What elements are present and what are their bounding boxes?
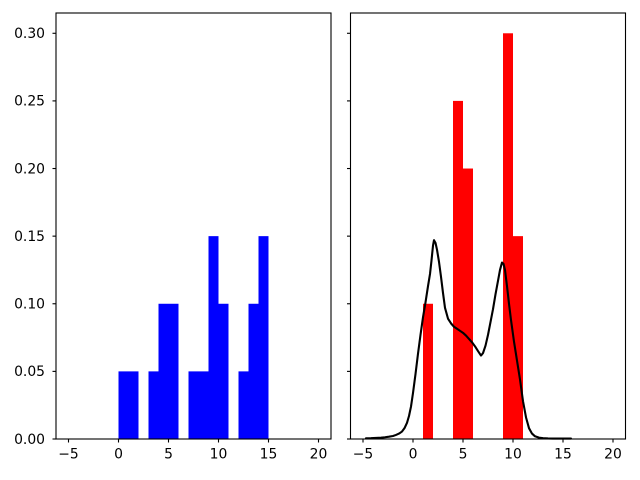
x-tick-label: 10 bbox=[504, 447, 522, 463]
left-x-axis: −5 0 5 10 15 20 bbox=[58, 439, 327, 463]
right-histogram-bars bbox=[423, 33, 523, 440]
x-tick-label: 5 bbox=[164, 447, 173, 463]
y-tick-label: 0.20 bbox=[14, 161, 45, 177]
x-tick-label: 10 bbox=[210, 447, 228, 463]
y-tick-label: 0.15 bbox=[14, 229, 45, 245]
y-tick-label: 0.30 bbox=[14, 26, 45, 42]
histogram-bar bbox=[218, 303, 229, 439]
histogram-bar bbox=[118, 371, 129, 439]
histogram-bar bbox=[238, 371, 249, 439]
histogram-bar bbox=[248, 303, 259, 439]
right-axes-frame bbox=[349, 12, 627, 440]
left-axes-frame bbox=[55, 12, 332, 440]
left-y-axis: 0.00 0.05 0.10 0.15 0.20 0.25 0.30 bbox=[14, 26, 56, 448]
histogram-bar bbox=[198, 371, 209, 439]
histogram-bar bbox=[188, 371, 199, 439]
histogram-bar bbox=[158, 303, 169, 439]
y-tick-label: 0.25 bbox=[14, 94, 45, 110]
y-tick-label: 0.10 bbox=[14, 297, 45, 313]
x-tick-label: 20 bbox=[310, 447, 328, 463]
x-tick-label: 0 bbox=[114, 447, 123, 463]
right-x-axis: −5 0 5 10 15 20 bbox=[353, 439, 622, 463]
y-tick-label: 0.05 bbox=[14, 364, 45, 380]
x-tick-label: −5 bbox=[58, 447, 78, 463]
histogram-bar bbox=[463, 168, 473, 439]
x-tick-label: 15 bbox=[260, 447, 278, 463]
x-tick-label: 5 bbox=[459, 447, 468, 463]
y-tick-label: 0.00 bbox=[14, 432, 45, 448]
right-axes: −5 0 5 10 15 20 bbox=[347, 12, 627, 463]
kde-density-curve bbox=[364, 239, 573, 440]
histogram-bar bbox=[453, 100, 463, 440]
histogram-bar bbox=[168, 303, 179, 439]
histogram-bar bbox=[208, 236, 219, 439]
x-tick-label: 0 bbox=[409, 447, 418, 463]
left-histogram-bars bbox=[118, 236, 269, 439]
x-tick-label: −5 bbox=[353, 447, 373, 463]
x-tick-label: 20 bbox=[604, 447, 622, 463]
right-y-axis bbox=[347, 32, 351, 440]
left-axes: −5 0 5 10 15 20 0.00 0.05 0.10 0.15 0.20 0.25 0.30 bbox=[14, 12, 332, 463]
x-tick-label: 15 bbox=[554, 447, 572, 463]
histogram-bar bbox=[148, 371, 159, 439]
histogram-bar bbox=[423, 303, 433, 439]
histogram-bar bbox=[513, 236, 523, 439]
histogram-bar bbox=[503, 33, 513, 440]
histogram-bar bbox=[258, 236, 269, 439]
histogram-bar bbox=[128, 371, 139, 439]
